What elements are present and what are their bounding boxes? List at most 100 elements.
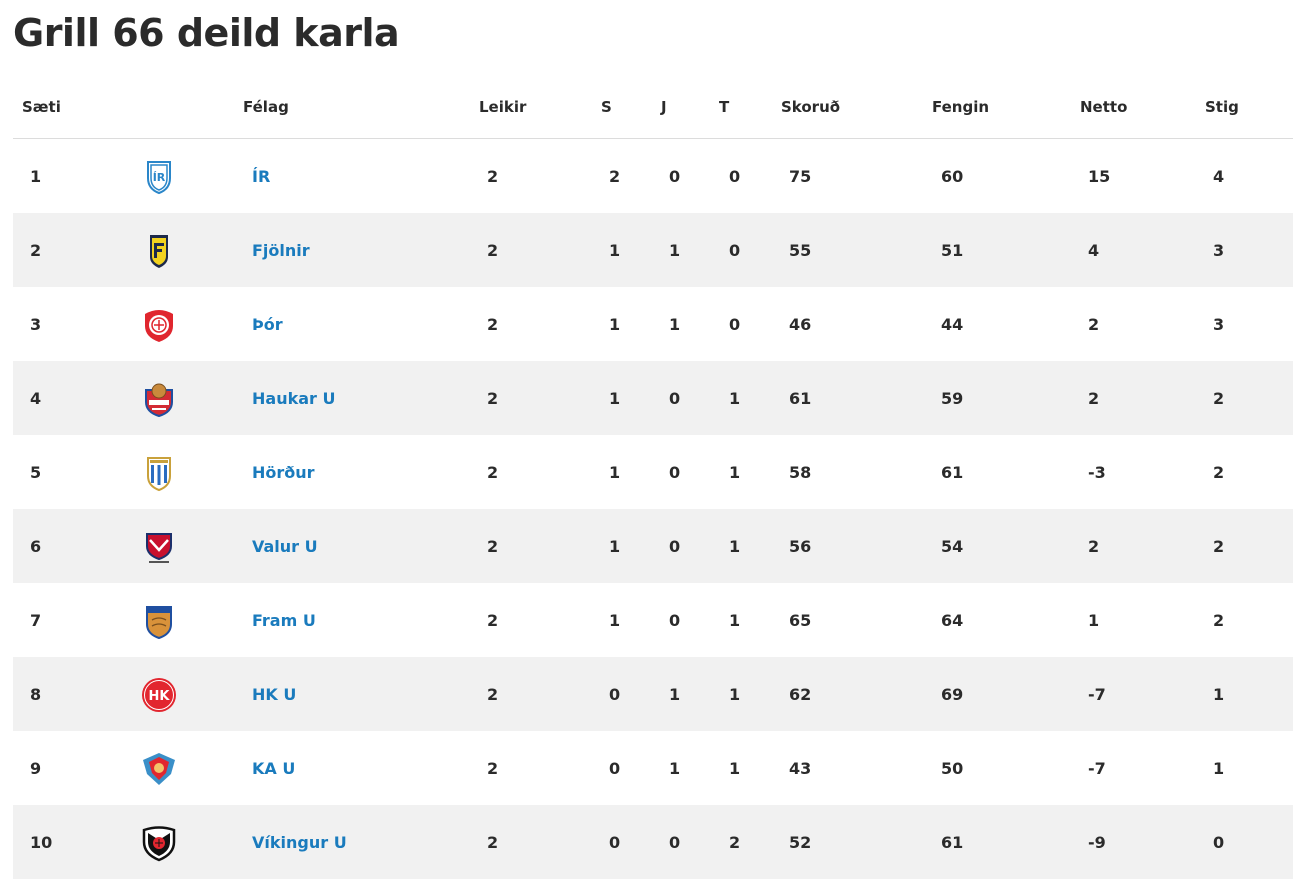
row-goals-against: 50 [941, 759, 964, 778]
header-goals-against: Fengin [932, 98, 990, 116]
row-goals-for: 61 [789, 389, 812, 408]
row-goals-against: 64 [941, 611, 964, 630]
row-net: 1 [1088, 611, 1100, 630]
club-link[interactable]: HK U [252, 685, 297, 704]
row-losses: 0 [729, 167, 741, 186]
row-wins: 1 [609, 611, 621, 630]
row-losses: 1 [729, 537, 741, 556]
row-wins: 2 [609, 167, 621, 186]
row-net: 2 [1088, 537, 1100, 556]
header-draws: J [661, 98, 667, 116]
header-losses: T [719, 98, 730, 116]
row-goals-for: 75 [789, 167, 812, 186]
row-position: 8 [30, 685, 42, 704]
row-draws: 0 [669, 389, 681, 408]
haukar-crest-icon [140, 380, 178, 418]
row-points: 4 [1213, 167, 1225, 186]
vikingur-crest-icon [140, 824, 178, 862]
row-points: 1 [1213, 685, 1225, 704]
row-wins: 0 [609, 759, 621, 778]
row-goals-against: 60 [941, 167, 964, 186]
table-row: 8 HK HK U 2 0 1 1 62 69 -7 1 [13, 657, 1293, 731]
row-losses: 0 [729, 315, 741, 334]
row-goals-for: 43 [789, 759, 812, 778]
table-header: Sæti Félag Leikir S J T Skoruð Fengin Ne… [13, 72, 1293, 139]
header-net: Netto [1080, 98, 1128, 116]
row-position: 1 [30, 167, 42, 186]
table-row: 10 Víkingur U 2 0 0 2 52 61 -9 0 [13, 805, 1293, 879]
header-points: Stig [1205, 98, 1239, 116]
row-goals-against: 61 [941, 463, 964, 482]
row-wins: 1 [609, 315, 621, 334]
row-goals-against: 59 [941, 389, 964, 408]
club-link[interactable]: Víkingur U [252, 833, 347, 852]
header-club: Félag [243, 98, 289, 116]
row-net: 15 [1088, 167, 1111, 186]
row-goals-against: 51 [941, 241, 964, 260]
row-games: 2 [487, 685, 499, 704]
row-draws: 0 [669, 833, 681, 852]
row-losses: 1 [729, 389, 741, 408]
row-games: 2 [487, 167, 499, 186]
row-position: 7 [30, 611, 42, 630]
row-points: 2 [1213, 537, 1225, 556]
row-losses: 0 [729, 241, 741, 260]
row-position: 10 [30, 833, 53, 852]
row-goals-for: 65 [789, 611, 812, 630]
club-link[interactable]: Fjölnir [252, 241, 310, 260]
table-row: 5 Hörður 2 1 0 1 58 61 -3 2 [13, 435, 1293, 509]
club-link[interactable]: Haukar U [252, 389, 336, 408]
row-wins: 1 [609, 463, 621, 482]
row-goals-for: 62 [789, 685, 812, 704]
row-position: 5 [30, 463, 42, 482]
row-points: 2 [1213, 389, 1225, 408]
row-goals-against: 54 [941, 537, 964, 556]
row-goals-against: 69 [941, 685, 964, 704]
row-position: 3 [30, 315, 42, 334]
row-draws: 1 [669, 759, 681, 778]
header-games: Leikir [479, 98, 527, 116]
ir-crest-icon: ÍR [140, 158, 178, 196]
hk-crest-icon: HK [140, 676, 178, 714]
row-points: 2 [1213, 611, 1225, 630]
row-goals-for: 58 [789, 463, 812, 482]
row-games: 2 [487, 759, 499, 778]
table-row: 7 Fram U 2 1 0 1 65 64 1 2 [13, 583, 1293, 657]
hordur-crest-icon [140, 454, 178, 492]
club-link[interactable]: ÍR [252, 167, 271, 186]
header-goals-for: Skoruð [781, 98, 841, 116]
table-row: 9 KA U 2 0 1 1 43 50 -7 1 [13, 731, 1293, 805]
row-net: 2 [1088, 315, 1100, 334]
row-net: -3 [1088, 463, 1106, 482]
thor-crest-icon [140, 306, 178, 344]
header-position: Sæti [22, 98, 61, 116]
club-link[interactable]: Hörður [252, 463, 315, 482]
row-points: 1 [1213, 759, 1225, 778]
club-link[interactable]: Þór [252, 315, 283, 334]
row-wins: 0 [609, 685, 621, 704]
row-losses: 1 [729, 463, 741, 482]
table-row: 1 ÍR ÍR 2 2 0 0 75 60 15 4 [13, 139, 1293, 213]
club-link[interactable]: Valur U [252, 537, 318, 556]
row-position: 6 [30, 537, 42, 556]
row-goals-for: 52 [789, 833, 812, 852]
row-goals-against: 44 [941, 315, 964, 334]
table-row: 2 Fjölnir 2 1 1 0 55 51 4 3 [13, 213, 1293, 287]
club-link[interactable]: KA U [252, 759, 296, 778]
club-link[interactable]: Fram U [252, 611, 316, 630]
row-games: 2 [487, 463, 499, 482]
row-games: 2 [487, 389, 499, 408]
fjolnir-crest-icon [140, 232, 178, 270]
row-position: 2 [30, 241, 42, 260]
row-games: 2 [487, 537, 499, 556]
row-points: 3 [1213, 241, 1225, 260]
row-draws: 0 [669, 537, 681, 556]
table-row: 4 Haukar U 2 1 0 1 61 59 2 2 [13, 361, 1293, 435]
row-points: 2 [1213, 463, 1225, 482]
row-losses: 1 [729, 685, 741, 704]
standings-table: Sæti Félag Leikir S J T Skoruð Fengin Ne… [13, 72, 1293, 879]
row-games: 2 [487, 611, 499, 630]
row-net: -9 [1088, 833, 1106, 852]
valur-crest-icon [140, 528, 178, 566]
svg-text:HK: HK [149, 689, 171, 704]
